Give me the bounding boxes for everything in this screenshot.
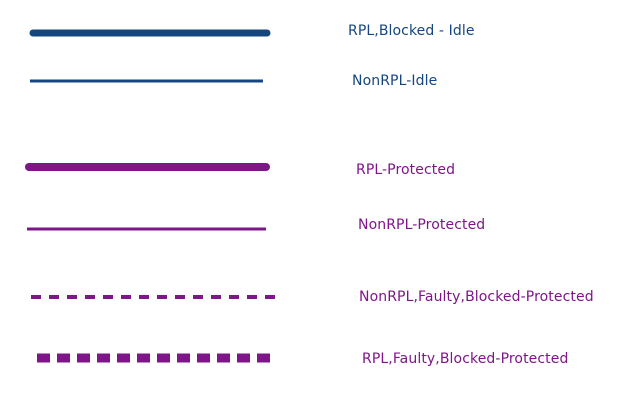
- nonrpl-protected-label: NonRPL-Protected: [358, 217, 486, 233]
- rpl-faulty-blocked-protected-label: RPL,Faulty,Blocked-Protected: [362, 351, 569, 367]
- nonrpl-idle-label: NonRPL-Idle: [352, 73, 438, 89]
- rpl-blocked-idle-label: RPL,Blocked - Idle: [348, 23, 475, 39]
- nonrpl-faulty-blocked-protected-label: NonRPL,Faulty,Blocked-Protected: [359, 289, 594, 305]
- rpl-protected-label: RPL-Protected: [356, 162, 456, 178]
